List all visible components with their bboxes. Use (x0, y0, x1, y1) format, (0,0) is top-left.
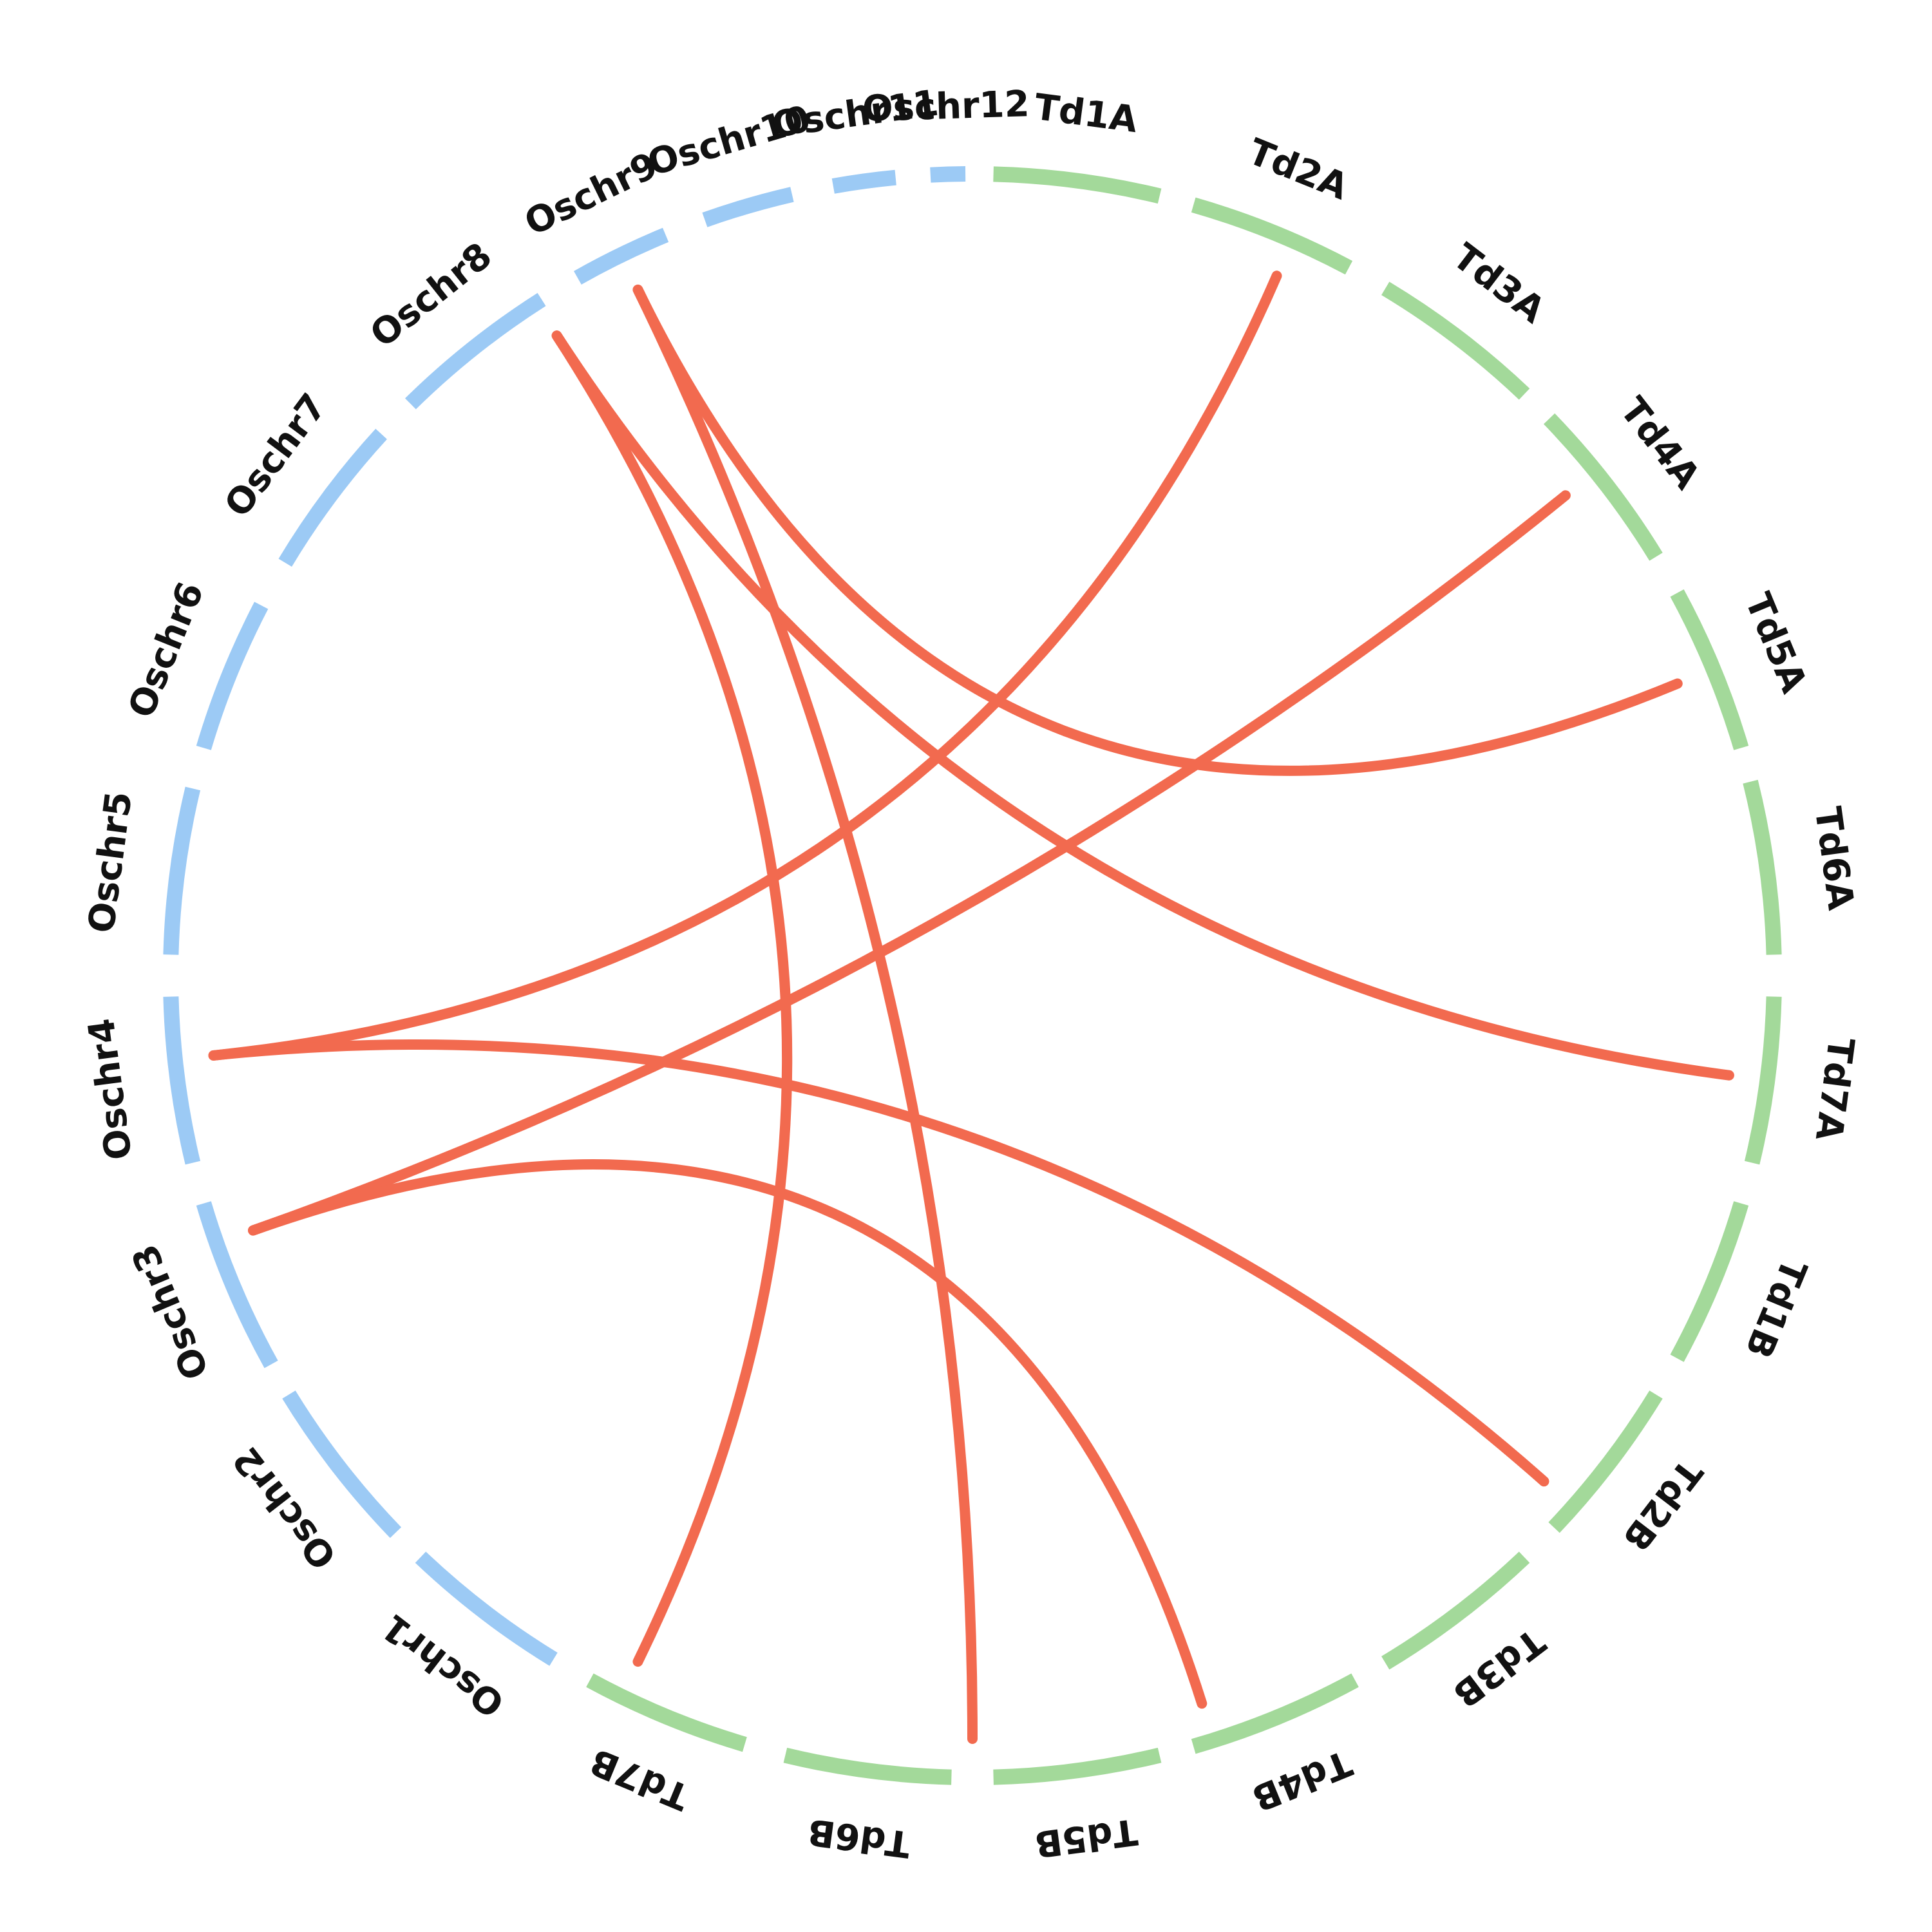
chromosome-arc-oschr11 (831, 169, 896, 194)
chromosome-arc-td6a (1743, 779, 1782, 955)
chromosome-arc-oschr9 (573, 227, 669, 285)
chromosome-arc-oschr8 (404, 292, 546, 410)
link-oschr8-td7a (551, 330, 1734, 1081)
chromosome-arc-oschr1 (415, 1551, 558, 1666)
link-oschr4-td2a (208, 270, 1282, 1061)
chromosome-arc-td2a (1191, 197, 1353, 275)
chromosome-label-td2a: Td2A (1242, 131, 1354, 209)
chromosome-arc-oschr4 (163, 996, 201, 1165)
link-oschr4-td2b (208, 1039, 1549, 1487)
chromosome-label-td6b: Td6B (805, 1810, 913, 1865)
chromosome-arc-td3b (1381, 1551, 1530, 1670)
chromosome-label-td4b: Td4B (1246, 1741, 1358, 1819)
chromosome-arc-oschr12 (930, 166, 966, 183)
link-oschr9-td5b (632, 284, 978, 1744)
chromosome-label-oschr6: Oschr6 (120, 576, 213, 724)
chromosome-arc-td6b (783, 1747, 952, 1785)
chromosome-label-td7b: Td7B (584, 1740, 696, 1818)
chromosome-arc-oschr7 (278, 428, 387, 567)
chromosome-label-td3a: Td3A (1445, 236, 1553, 332)
chromosome-label-td3b: Td3B (1445, 1620, 1553, 1716)
chromosome-label-td5b: Td5B (1032, 1810, 1140, 1865)
chromosome-label-td7a: Td7A (1807, 1035, 1862, 1143)
synteny-links (208, 270, 1734, 1744)
chromosome-arc-td4b (1191, 1673, 1359, 1754)
chromosome-label-td4a: Td4A (1612, 390, 1709, 497)
chromosome-label-td5a: Td5A (1736, 587, 1815, 699)
chromosome-arc-oschr3 (196, 1201, 278, 1368)
chromosome-arc-td5b (993, 1747, 1162, 1785)
chromosome-arc-oschr6 (196, 601, 269, 750)
chromosome-arc-td1b (1670, 1201, 1749, 1362)
chromosome-arc-td2b (1548, 1390, 1663, 1533)
chromosome-label-oschr9: Oschr9 (518, 144, 665, 244)
link-oschr9-td5a (632, 284, 1683, 776)
chromosome-label-oschr4: Oschr4 (80, 1016, 140, 1162)
chromosome-arc-td7a (1744, 996, 1782, 1165)
chromosome-arc-td4a (1543, 413, 1663, 561)
link-oschr8-td7b (551, 330, 793, 1667)
chromosome-label-oschr12: Oschr12 (862, 83, 1030, 130)
chromosome-arc-oschr2 (282, 1390, 402, 1539)
chromosome-arc-td1a (993, 166, 1162, 204)
chromosome-label-td1b: Td1B (1737, 1253, 1815, 1364)
chromosome-arc-td5a (1670, 589, 1749, 750)
link-oschr3-td4b (248, 1159, 1208, 1709)
chromosome-label-td6a: Td6A (1806, 804, 1862, 913)
chromosome-arc-oschr5 (163, 786, 201, 955)
link-oschr3-td4a (248, 490, 1571, 1236)
chromosome-label-td2b: Td2B (1615, 1452, 1710, 1558)
chromosome-arc-oschr10 (702, 187, 794, 227)
chromosome-arc-td3a (1381, 281, 1530, 400)
chromosome-label-oschr5: Oschr5 (80, 789, 140, 935)
chromosome-arcs (163, 166, 1782, 1785)
chromosome-arc-td7b (586, 1673, 747, 1752)
chromosome-label-td1a: Td1A (1032, 86, 1140, 141)
chromosome-label-oschr3: Oschr3 (124, 1238, 217, 1386)
